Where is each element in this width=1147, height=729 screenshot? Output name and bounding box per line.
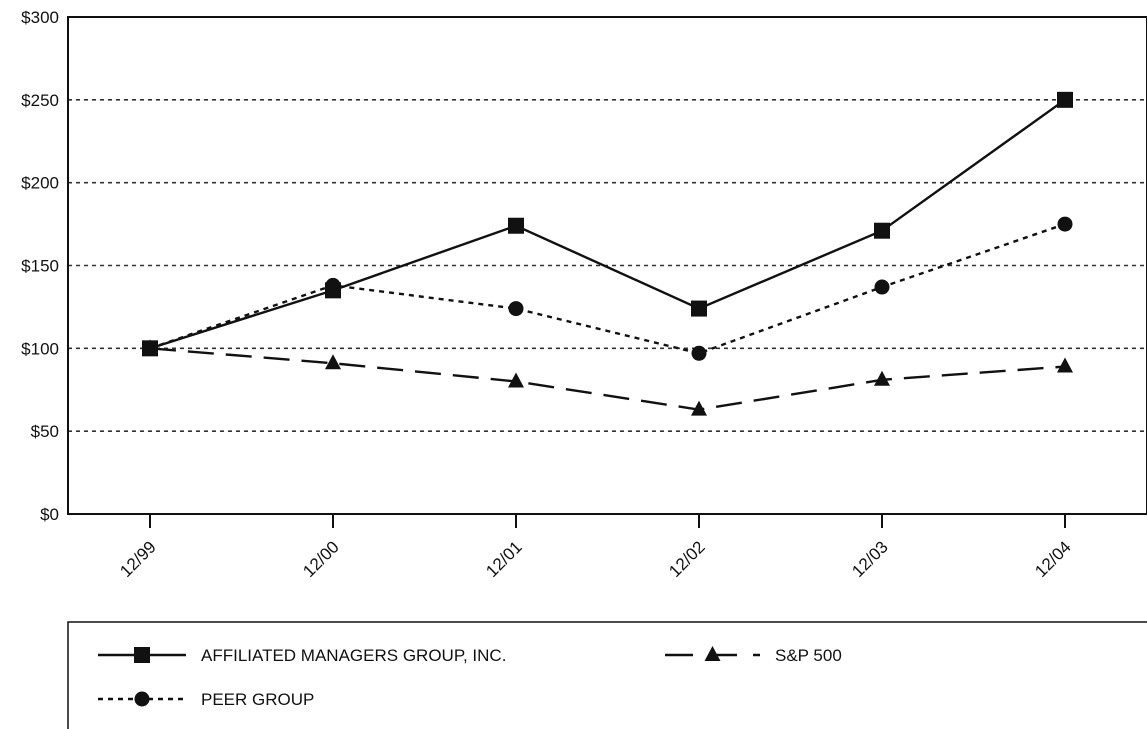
data-point <box>874 279 890 295</box>
y-tick-label: $250 <box>21 91 59 110</box>
data-point <box>874 222 890 239</box>
legend-swatch-marker <box>134 691 150 707</box>
series-line <box>149 98 1066 350</box>
series-square-group <box>142 91 1073 357</box>
y-tick-label: $50 <box>31 422 59 441</box>
legend-label: PEER GROUP <box>201 690 314 709</box>
x-tick-label: 12/00 <box>299 537 343 581</box>
data-point <box>691 345 707 361</box>
y-tick-label: $0 <box>40 505 59 524</box>
data-point <box>508 217 524 234</box>
x-axis-ticks: 12/99 12/00 12/01 12/02 12/03 12/04 <box>116 514 1075 581</box>
series-circle-group <box>142 216 1073 361</box>
data-point <box>1057 216 1073 232</box>
series-line <box>149 347 1066 411</box>
legend-swatch-marker <box>134 647 150 663</box>
series-group <box>142 91 1073 416</box>
x-tick-label: 12/01 <box>482 537 526 581</box>
legend-item: PEER GROUP <box>98 690 314 709</box>
legend-item: AFFILIATED MANAGERS GROUP, INC. <box>98 646 506 665</box>
legend-label: S&P 500 <box>775 646 842 665</box>
legend-swatch-marker <box>704 646 721 661</box>
legend: AFFILIATED MANAGERS GROUP, INC. S&P 500 PE… <box>67 621 1147 729</box>
data-point <box>325 282 341 299</box>
legend-box <box>67 621 1147 729</box>
legend-item: S&P 500 <box>665 646 842 665</box>
data-point <box>691 400 707 416</box>
data-point <box>142 340 158 357</box>
series-triangle-group <box>142 339 1073 416</box>
data-point <box>1057 357 1073 373</box>
x-tick-label: 12/04 <box>1031 537 1075 581</box>
grid-lines <box>68 99 1147 432</box>
y-tick-label: $200 <box>21 174 59 193</box>
series-line <box>149 222 1066 355</box>
x-tick-label: 12/99 <box>116 537 160 581</box>
data-point <box>325 354 341 370</box>
data-point <box>508 372 524 388</box>
data-point <box>691 300 707 317</box>
x-tick-label: 12/03 <box>848 537 892 581</box>
data-point <box>874 370 890 386</box>
data-point <box>1057 91 1073 108</box>
legend-label: AFFILIATED MANAGERS GROUP, INC. <box>201 646 506 665</box>
y-tick-label: $150 <box>21 257 59 276</box>
y-axis-ticks: $0 $50 $100 $150 $200 $250 $300 <box>21 8 59 524</box>
y-tick-label: $100 <box>21 339 59 358</box>
y-tick-label: $300 <box>21 8 59 27</box>
x-tick-label: 12/02 <box>665 537 709 581</box>
plot-frame <box>67 16 1147 515</box>
data-point <box>508 301 524 317</box>
